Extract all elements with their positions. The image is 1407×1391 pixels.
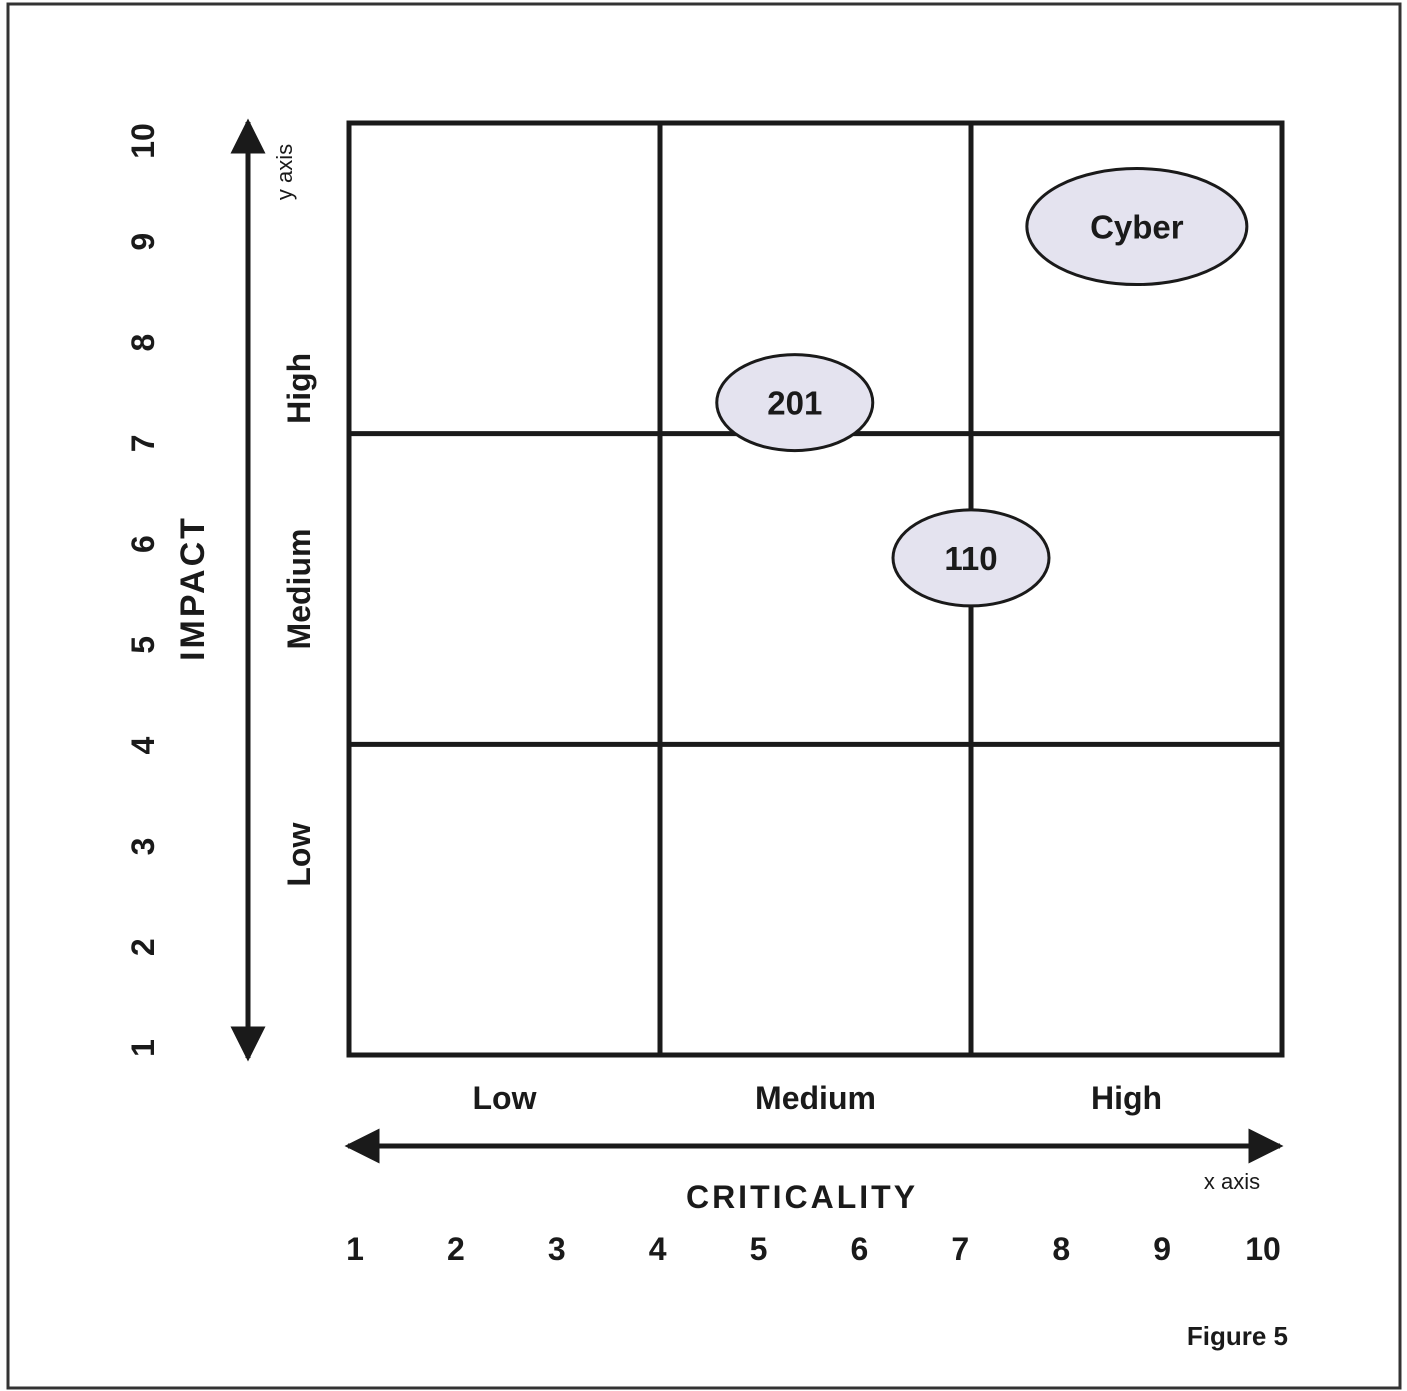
data-point-bubble xyxy=(1025,167,1249,287)
data-point-bubble xyxy=(715,353,875,453)
y-band-label: Low xyxy=(281,823,317,887)
data-point-label: 110 xyxy=(944,540,997,577)
x-tick-label: 8 xyxy=(1052,1231,1070,1267)
x-tick-label: 2 xyxy=(447,1231,465,1267)
y-tick-label: 7 xyxy=(125,434,161,452)
y-tick-label: 6 xyxy=(125,535,161,553)
x-tick-label: 7 xyxy=(951,1231,969,1267)
x-tick-labels: 1 2 3 4 5 6 7 8 9 10 xyxy=(346,1231,1281,1267)
x-band-labels: Low Medium High xyxy=(473,1080,1163,1116)
x-tick-label: 6 xyxy=(851,1231,869,1267)
y-tick-label: 9 xyxy=(125,233,161,251)
x-tick-label: 5 xyxy=(750,1231,768,1267)
x-tick-label: 4 xyxy=(649,1231,667,1267)
y-tick-label: 10 xyxy=(125,123,161,159)
y-axis-note: y axis xyxy=(272,144,297,200)
figure-border xyxy=(6,2,1402,1390)
y-tick-label: 4 xyxy=(125,737,161,755)
y-tick-label: 8 xyxy=(125,334,161,352)
x-band-label: High xyxy=(1091,1080,1162,1116)
x-tick-label: 9 xyxy=(1153,1231,1171,1267)
data-point-label: 201 xyxy=(767,385,822,422)
x-band-label: Low xyxy=(473,1080,537,1116)
y-axis-title: IMPACT xyxy=(174,515,212,661)
x-axis-note: x axis xyxy=(1204,1169,1260,1194)
y-band-labels: Low Medium High xyxy=(281,353,317,887)
y-tick-label: 2 xyxy=(125,938,161,956)
x-tick-label: 10 xyxy=(1245,1231,1281,1267)
y-band-label: High xyxy=(281,353,317,424)
y-tick-label: 3 xyxy=(125,838,161,856)
data-point-bubble xyxy=(891,508,1051,608)
y-tick-label: 5 xyxy=(125,636,161,654)
x-band-label: Medium xyxy=(755,1080,876,1116)
data-point-label: Cyber xyxy=(1090,209,1184,246)
x-axis-title: CRITICALITY xyxy=(686,1179,918,1215)
y-tick-labels: 1 2 3 4 5 6 7 8 9 10 xyxy=(125,123,161,1057)
y-tick-label: 1 xyxy=(125,1039,161,1057)
figure-caption: Figure 5 xyxy=(1187,1321,1288,1351)
matrix-outline xyxy=(346,120,1285,1058)
x-tick-label: 3 xyxy=(548,1231,566,1267)
y-band-label: Medium xyxy=(281,529,317,650)
data-points: Cyber 201 110 xyxy=(715,167,1249,608)
x-tick-label: 1 xyxy=(346,1231,364,1267)
